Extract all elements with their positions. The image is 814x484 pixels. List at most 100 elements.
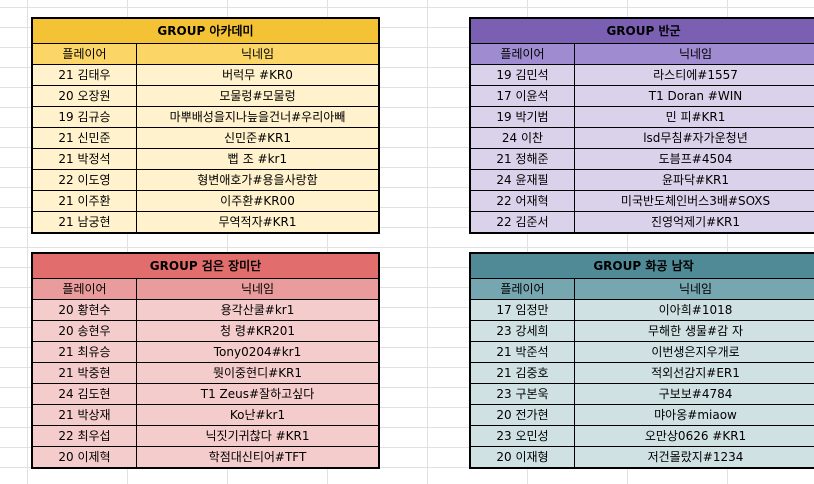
player-cell[interactable]: 21 박정석	[33, 149, 137, 169]
table-row: 20 송현우 청 령#KR201	[33, 321, 378, 342]
player-cell[interactable]: 21 김중호	[471, 363, 575, 383]
player-cell[interactable]: 21 남궁현	[33, 212, 137, 232]
nickname-cell[interactable]: 용각산쿨#kr1	[220, 303, 295, 317]
nickname-cell[interactable]: 이주환#KR00	[220, 194, 295, 208]
nickname-cell[interactable]: 무해한 생물#감 자	[648, 324, 743, 338]
player-cell[interactable]: 20 송현우	[33, 321, 137, 341]
table-row: 21 정해준 도븜프#4504	[471, 149, 814, 170]
header-row: 플레이어 닉네임	[33, 279, 378, 300]
header-row: 플레이어 닉네임	[471, 44, 814, 65]
nickname-cell[interactable]: 먀아옹#miaow	[654, 408, 737, 422]
nickname-cell[interactable]: 신민준#KR1	[223, 131, 292, 145]
nickname-cell[interactable]: 민 피#KR1	[665, 110, 726, 124]
group-table-chem-baron: GROUP 화공 남작 플레이어 닉네임 17 임정만 이아희#1018 23 강…	[469, 252, 814, 469]
player-cell[interactable]: 20 황현수	[33, 300, 137, 320]
nickname-cell[interactable]: Tony0204#kr1	[213, 345, 302, 359]
table-row: 21 김중호 적외선감지#ER1	[471, 363, 814, 384]
table-row: 22 최우섭 닉짓기귀찮다 #KR1	[33, 426, 378, 447]
nickname-cell[interactable]: lsd무침#자가운청년	[643, 131, 748, 145]
group-title[interactable]: GROUP 화공 남작	[471, 254, 814, 279]
group-title[interactable]: GROUP 반군	[471, 19, 814, 44]
nickname-cell[interactable]: 오만상0626 #KR1	[644, 429, 747, 443]
nickname-column-header[interactable]: 닉네임	[678, 47, 713, 61]
player-column-header[interactable]: 플레이어	[471, 44, 575, 64]
nickname-cell[interactable]: 마뿌배성을지나늪을건너#우리아빼	[169, 110, 346, 124]
player-cell[interactable]: 23 강세희	[471, 321, 575, 341]
nickname-cell[interactable]: 라스티에#1557	[653, 68, 738, 82]
nickname-cell[interactable]: 뭣이중현디#KR1	[212, 366, 303, 380]
nickname-cell[interactable]: 윤파닥#KR1	[661, 173, 730, 187]
nickname-cell[interactable]: 저건몰랐지#1234	[647, 450, 744, 464]
header-row: 플레이어 닉네임	[471, 279, 814, 300]
table-row: 21 박준석 이번생은지우개로	[471, 342, 814, 363]
nickname-cell[interactable]: Ko난#kr1	[229, 408, 286, 422]
player-cell[interactable]: 23 오민성	[471, 426, 575, 446]
group-title[interactable]: GROUP 검은 장미단	[33, 254, 378, 279]
player-cell[interactable]: 24 김도현	[33, 384, 137, 404]
nickname-cell[interactable]: 이아희#1018	[658, 303, 733, 317]
player-cell[interactable]: 21 최유승	[33, 342, 137, 362]
nickname-cell[interactable]: 구보보#4784	[658, 387, 733, 401]
player-cell[interactable]: 21 신민준	[33, 128, 137, 148]
nickname-cell[interactable]: 이번생은지우개로	[651, 345, 740, 359]
player-cell[interactable]: 20 이제혁	[33, 447, 137, 467]
player-cell[interactable]: 20 오장원	[33, 86, 137, 106]
player-cell[interactable]: 22 김준서	[471, 212, 575, 232]
player-cell[interactable]: 19 김규승	[33, 107, 137, 127]
player-cell[interactable]: 22 최우섭	[33, 426, 137, 446]
player-cell[interactable]: 21 김태우	[33, 65, 137, 85]
player-cell[interactable]: 20 전가현	[471, 405, 575, 425]
player-cell[interactable]: 22 어재혁	[471, 191, 575, 211]
nickname-cell[interactable]: T1 Zeus#잘하고싶다	[200, 387, 315, 401]
group-title[interactable]: GROUP 아카데미	[33, 19, 378, 44]
player-cell[interactable]: 19 김민석	[471, 65, 575, 85]
player-cell[interactable]: 24 윤재필	[471, 170, 575, 190]
nickname-cell[interactable]: T1 Doran #WIN	[648, 89, 743, 103]
player-cell[interactable]: 21 정해준	[471, 149, 575, 169]
nickname-column-header[interactable]: 닉네임	[678, 282, 713, 296]
player-cell[interactable]: 23 구본욱	[471, 384, 575, 404]
nickname-column-header[interactable]: 닉네임	[240, 47, 275, 61]
nickname-cell[interactable]: 진영억제기#KR1	[650, 215, 741, 229]
nickname-cell[interactable]: 도븜프#4504	[658, 152, 733, 166]
table-row: 20 전가현 먀아옹#miaow	[471, 405, 814, 426]
group-table-black-rose: GROUP 검은 장미단 플레이어 닉네임 20 황현수 용각산쿨#kr1 20 …	[31, 252, 380, 469]
player-cell[interactable]: 22 이도영	[33, 170, 137, 190]
nickname-cell[interactable]: 닉짓기귀찮다 #KR1	[205, 429, 310, 443]
table-row: 21 이주환 이주환#KR00	[33, 191, 378, 212]
nickname-cell[interactable]: 학점대신티어#TFT	[208, 450, 307, 464]
player-cell[interactable]: 24 이찬	[471, 128, 575, 148]
header-row: 플레이어 닉네임	[33, 44, 378, 65]
player-cell[interactable]: 21 박준석	[471, 342, 575, 362]
player-cell[interactable]: 20 이재형	[471, 447, 575, 467]
player-cell[interactable]: 17 임정만	[471, 300, 575, 320]
group-table-rebels: GROUP 반군 플레이어 닉네임 19 김민석 라스티에#1557 17 이윤석…	[469, 17, 814, 234]
table-row: 17 이윤석 T1 Doran #WIN	[471, 86, 814, 107]
player-cell[interactable]: 19 박기범	[471, 107, 575, 127]
nickname-column-header[interactable]: 닉네임	[240, 282, 275, 296]
table-row: 22 어재혁 미국반도체인버스3배#SOXS	[471, 191, 814, 212]
player-column-header[interactable]: 플레이어	[33, 44, 137, 64]
player-column-header[interactable]: 플레이어	[33, 279, 137, 299]
nickname-cell[interactable]: 적외선감지#ER1	[651, 366, 740, 380]
table-row: 22 이도영 형변애호가#용을사랑함	[33, 170, 378, 191]
nickname-cell[interactable]: 형변애호가#용을사랑함	[197, 173, 318, 187]
nickname-cell[interactable]: 모물렁#모물렁	[219, 89, 296, 103]
table-row: 21 최유승 Tony0204#kr1	[33, 342, 378, 363]
table-row: 23 구본욱 구보보#4784	[471, 384, 814, 405]
table-row: 19 박기범 민 피#KR1	[471, 107, 814, 128]
player-cell[interactable]: 21 박상재	[33, 405, 137, 425]
player-column-header[interactable]: 플레이어	[471, 279, 575, 299]
table-row: 22 김준서 진영억제기#KR1	[471, 212, 814, 232]
player-cell[interactable]: 17 이윤석	[471, 86, 575, 106]
nickname-cell[interactable]: 뻡 조 #kr1	[227, 152, 288, 166]
table-row: 20 이재형 저건몰랐지#1234	[471, 447, 814, 467]
player-cell[interactable]: 21 이주환	[33, 191, 137, 211]
nickname-cell[interactable]: 청 령#KR201	[219, 324, 296, 338]
table-row: 17 임정만 이아희#1018	[471, 300, 814, 321]
nickname-cell[interactable]: 미국반도체인버스3배#SOXS	[620, 194, 771, 208]
player-cell[interactable]: 21 박중현	[33, 363, 137, 383]
nickname-cell[interactable]: 버럭무 #KR0	[222, 68, 293, 82]
nickname-cell[interactable]: 무역적자#KR1	[218, 215, 297, 229]
